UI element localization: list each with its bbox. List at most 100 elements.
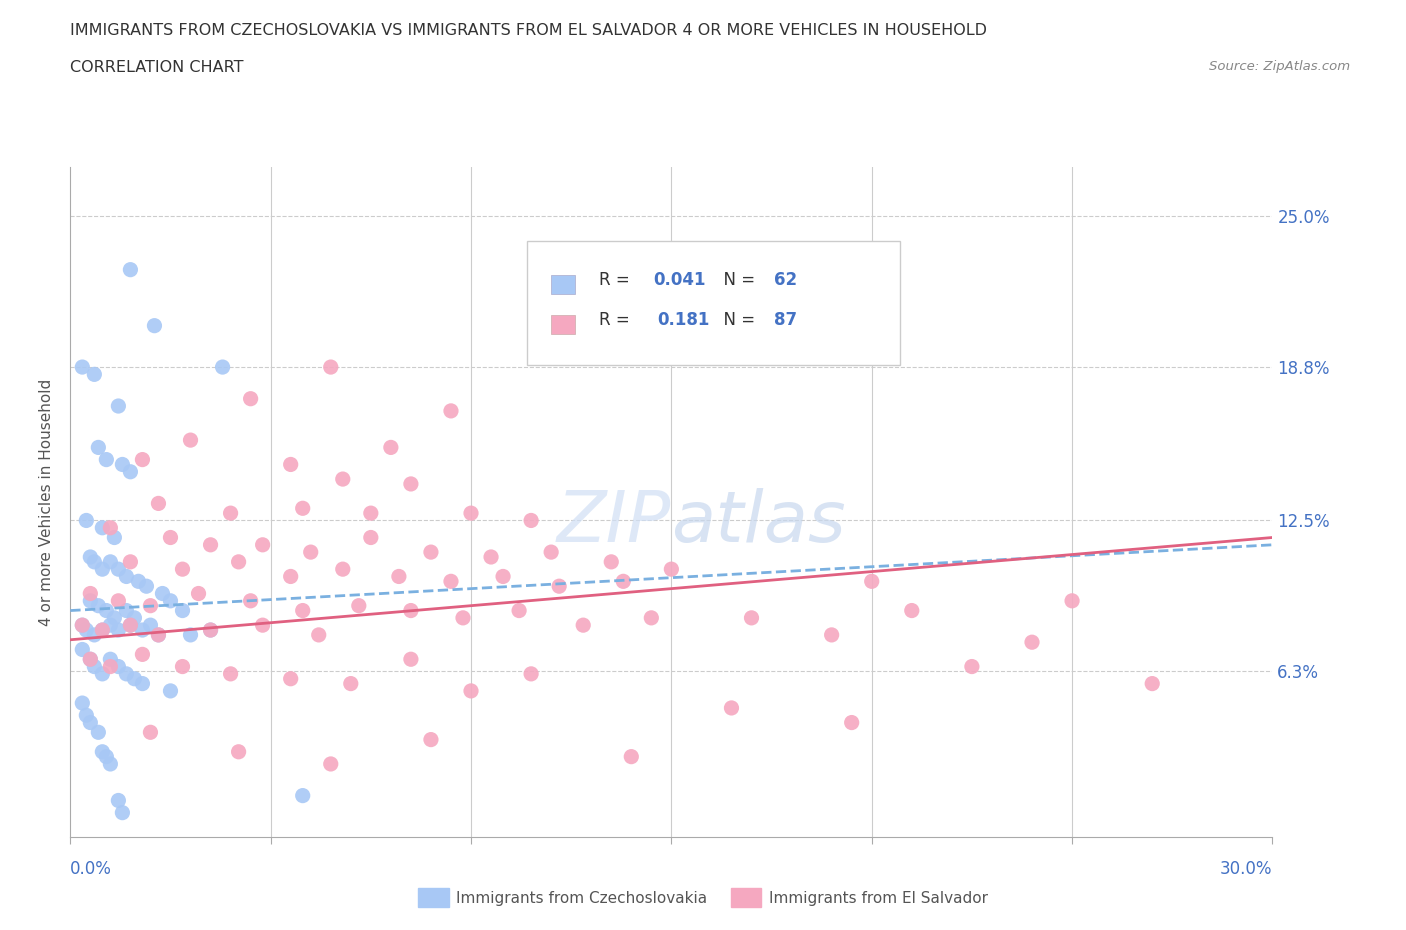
Point bbox=[332, 562, 354, 577]
Point bbox=[347, 598, 370, 613]
Point bbox=[139, 598, 162, 613]
Point bbox=[280, 569, 302, 584]
Point bbox=[111, 457, 134, 472]
Point bbox=[127, 574, 149, 589]
Point bbox=[479, 550, 502, 565]
Point bbox=[1062, 593, 1084, 608]
Point bbox=[115, 667, 138, 682]
Point bbox=[131, 647, 153, 662]
Point bbox=[540, 545, 562, 560]
Point bbox=[91, 744, 114, 759]
Point bbox=[152, 586, 174, 601]
Point bbox=[148, 628, 170, 643]
Point bbox=[103, 610, 125, 625]
FancyBboxPatch shape bbox=[551, 315, 575, 334]
Text: N =: N = bbox=[713, 311, 761, 329]
Point bbox=[228, 554, 250, 569]
Point bbox=[1142, 676, 1164, 691]
Text: 0.181: 0.181 bbox=[657, 311, 709, 329]
Text: IMMIGRANTS FROM CZECHOSLOVAKIA VS IMMIGRANTS FROM EL SALVADOR 4 OR MORE VEHICLES: IMMIGRANTS FROM CZECHOSLOVAKIA VS IMMIGR… bbox=[70, 23, 987, 38]
Point bbox=[187, 586, 209, 601]
Point bbox=[111, 805, 134, 820]
Legend: Immigrants from Czechoslovakia, Immigrants from El Salvador: Immigrants from Czechoslovakia, Immigran… bbox=[412, 883, 994, 913]
Point bbox=[252, 538, 274, 552]
Point bbox=[200, 622, 222, 637]
Point bbox=[72, 642, 94, 657]
FancyBboxPatch shape bbox=[527, 241, 900, 365]
Point bbox=[91, 520, 114, 535]
Point bbox=[79, 593, 101, 608]
Point bbox=[98, 618, 122, 632]
Point bbox=[360, 530, 382, 545]
Point bbox=[620, 750, 643, 764]
Text: 0.0%: 0.0% bbox=[70, 860, 112, 878]
Point bbox=[120, 464, 142, 479]
Point bbox=[83, 659, 105, 674]
Point bbox=[280, 671, 302, 686]
Point bbox=[96, 452, 118, 467]
Point bbox=[399, 604, 422, 618]
Point bbox=[139, 724, 162, 739]
Point bbox=[299, 545, 322, 560]
Point bbox=[131, 676, 153, 691]
Point bbox=[420, 545, 443, 560]
Point bbox=[172, 659, 194, 674]
Point bbox=[340, 676, 363, 691]
Text: N =: N = bbox=[713, 271, 761, 289]
Point bbox=[440, 404, 463, 418]
Point bbox=[280, 457, 302, 472]
Point bbox=[228, 744, 250, 759]
Point bbox=[98, 652, 122, 667]
Point bbox=[143, 318, 166, 333]
Point bbox=[124, 671, 146, 686]
Point bbox=[83, 554, 105, 569]
Point bbox=[79, 586, 101, 601]
Text: atlas: atlas bbox=[672, 488, 846, 557]
Point bbox=[460, 506, 482, 521]
Point bbox=[75, 513, 97, 528]
Point bbox=[72, 618, 94, 632]
Point bbox=[319, 360, 342, 375]
Point bbox=[98, 554, 122, 569]
Point bbox=[960, 659, 983, 674]
Point bbox=[83, 628, 105, 643]
Point bbox=[172, 562, 194, 577]
Text: 87: 87 bbox=[773, 311, 797, 329]
Point bbox=[219, 506, 242, 521]
Point bbox=[72, 696, 94, 711]
Point bbox=[451, 610, 474, 625]
Point bbox=[572, 618, 595, 632]
Point bbox=[460, 684, 482, 698]
Text: 30.0%: 30.0% bbox=[1220, 860, 1272, 878]
Point bbox=[107, 593, 129, 608]
Point bbox=[388, 569, 411, 584]
Point bbox=[360, 506, 382, 521]
Point bbox=[741, 610, 763, 625]
Point bbox=[200, 538, 222, 552]
Text: 0.041: 0.041 bbox=[654, 271, 706, 289]
Point bbox=[180, 628, 202, 643]
Point bbox=[200, 622, 222, 637]
Point bbox=[79, 652, 101, 667]
Point bbox=[91, 562, 114, 577]
Point bbox=[291, 604, 314, 618]
Point bbox=[239, 593, 262, 608]
Point bbox=[115, 604, 138, 618]
Point bbox=[75, 622, 97, 637]
Point bbox=[107, 562, 129, 577]
Point bbox=[291, 788, 314, 803]
Point bbox=[91, 622, 114, 637]
Point bbox=[96, 750, 118, 764]
Point bbox=[72, 360, 94, 375]
Point bbox=[75, 708, 97, 723]
Point bbox=[98, 756, 122, 771]
Point bbox=[291, 501, 314, 516]
Point bbox=[612, 574, 634, 589]
Text: R =: R = bbox=[599, 271, 636, 289]
Point bbox=[96, 604, 118, 618]
Point bbox=[115, 569, 138, 584]
Point bbox=[319, 756, 342, 771]
Point bbox=[91, 667, 114, 682]
Point bbox=[87, 440, 110, 455]
Point bbox=[159, 684, 181, 698]
